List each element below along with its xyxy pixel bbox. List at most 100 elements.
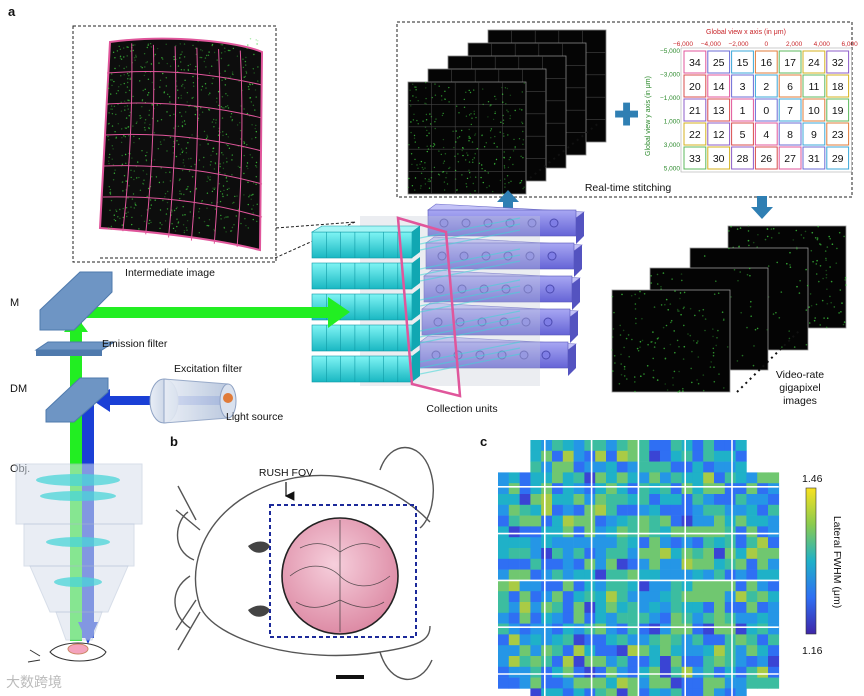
heatmap-cell (552, 472, 564, 484)
heatmap-cell (638, 558, 650, 570)
heatmap-cell (562, 634, 574, 646)
heatmap-cell (735, 666, 747, 678)
heatmap-cell (508, 537, 520, 549)
heatmap-cell (692, 483, 704, 495)
colorbar-title: Lateral FWHM (μm) (831, 516, 843, 608)
global-view-cell: 16 (754, 50, 778, 74)
heatmap-cell (606, 504, 618, 516)
heatmap-cell (660, 656, 672, 668)
heatmap-cell (530, 569, 542, 581)
heatmap-cell (552, 537, 564, 549)
colorbar (805, 487, 817, 635)
mouse-specimen (27, 642, 107, 663)
heatmap-cell (714, 612, 726, 624)
global-view-cell-label: 18 (832, 81, 844, 93)
heatmap-cell (757, 558, 769, 570)
heatmap-cell (703, 591, 715, 603)
heatmap-cell (735, 494, 747, 506)
heatmap-cell (768, 569, 780, 581)
heatmap-cell (562, 591, 574, 603)
y-tick-label: 5,000 (664, 166, 681, 173)
heatmap-cell (692, 526, 704, 538)
heatmap-cell (562, 688, 574, 696)
global-view-cell: 14 (707, 74, 731, 98)
heatmap-cell (530, 634, 542, 646)
heatmap-cell (616, 645, 628, 657)
global-view-cell-label: 10 (808, 105, 820, 117)
heatmap-cell (595, 450, 607, 462)
panel-label-a: a (8, 4, 16, 19)
heatmap-cell (768, 580, 780, 592)
heatmap-cell (573, 623, 585, 635)
heatmap-cell (627, 537, 639, 549)
heatmap-cell (498, 494, 510, 506)
heatmap-cell (541, 602, 553, 614)
heatmap-cell (508, 580, 520, 592)
heatmap-cell (660, 483, 672, 495)
video-rate-label-1: Video-rate (776, 369, 824, 381)
heatmap-cell (703, 440, 715, 452)
heatmap-cell (724, 688, 736, 696)
heatmap-cell (649, 666, 661, 678)
global-view-y-ticks: −5,000 −3,000 −1,000 1,000 3,000 5,000 (660, 48, 680, 173)
heatmap-cell (562, 645, 574, 657)
heatmap-cell (541, 569, 553, 581)
heatmap-cell (724, 677, 736, 689)
heatmap-cell (681, 666, 693, 678)
heatmap-cell (757, 526, 769, 538)
x-tick-label: 4,000 (814, 41, 831, 48)
heatmap-cell (606, 494, 618, 506)
heatmap-cell (724, 450, 736, 462)
heatmap-cell (627, 666, 639, 678)
global-view-cell: 4 (754, 122, 778, 146)
heatmap-cell (616, 666, 628, 678)
heatmap-cell (616, 612, 628, 624)
heatmap-cell (541, 526, 553, 538)
heatmap-cell (595, 515, 607, 527)
global-view-cell: 18 (826, 74, 850, 98)
heatmap-cell (530, 504, 542, 516)
heatmap-cell (649, 612, 661, 624)
global-view-cell-label: 4 (763, 129, 769, 141)
y-tick-label: −5,000 (660, 48, 680, 55)
excitation-filter-label: Excitation filter (174, 363, 243, 375)
heatmap-cell (627, 569, 639, 581)
heatmap-cell (670, 677, 682, 689)
heatmap-cell (638, 515, 650, 527)
real-time-stitching-label: Real-time stitching (585, 182, 672, 194)
heatmap-cell (660, 666, 672, 678)
global-view-cell: 11 (802, 74, 826, 98)
heatmap-cell (703, 537, 715, 549)
heatmap-cell (703, 612, 715, 624)
heatmap-cell (627, 526, 639, 538)
heatmap-cell (757, 494, 769, 506)
heatmap-cell (552, 504, 564, 516)
heatmap-cell (660, 526, 672, 538)
heatmap-cell (508, 591, 520, 603)
heatmap-cell (519, 494, 531, 506)
heatmap-cell (692, 548, 704, 560)
heatmap-cell (541, 450, 553, 462)
heatmap-cell (530, 537, 542, 549)
heatmap-cell (498, 569, 510, 581)
heatmap-cell (595, 677, 607, 689)
heatmap-cell (757, 645, 769, 657)
heatmap-cell (519, 580, 531, 592)
heatmap-cell (595, 548, 607, 560)
heatmap-cell (757, 483, 769, 495)
global-view-cell-label: 33 (689, 153, 701, 165)
heatmap-cell (627, 472, 639, 484)
heatmap-cell (703, 450, 715, 462)
heatmap-cell (508, 558, 520, 570)
heatmap-cell (562, 472, 574, 484)
heatmap-cell (519, 623, 531, 635)
heatmap-cell (627, 558, 639, 570)
global-view-cell: 26 (754, 146, 778, 170)
global-view-y-axis-title: Global view y axis (in μm) (645, 76, 652, 156)
heatmap-cell (714, 623, 726, 635)
collection-units: Collection units (310, 203, 585, 415)
heatmap-cell (606, 526, 618, 538)
heatmap-cell (757, 569, 769, 581)
heatmap-cell (584, 472, 596, 484)
heatmap-cell (692, 666, 704, 678)
